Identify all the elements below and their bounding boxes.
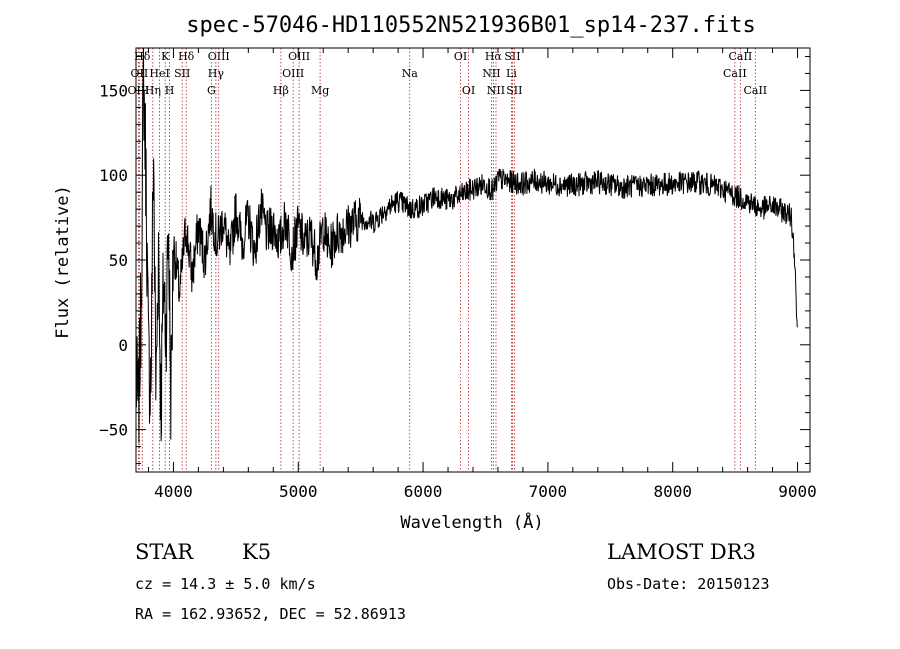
line-marker-label: CaII — [729, 50, 753, 63]
line-marker-label: NII — [487, 84, 505, 97]
line-marker-label: K — [161, 50, 170, 63]
axes — [135, 47, 811, 473]
line-marker-label: OI — [462, 84, 475, 97]
line-marker-label: Na — [402, 67, 419, 80]
line-marker-label: OIII — [208, 50, 230, 63]
chart-title: spec-57046-HD110552N521936B01_sp14-237.f… — [186, 13, 756, 38]
line-marker-label: NII — [482, 67, 500, 80]
y-tick-label: 0 — [118, 336, 128, 355]
coordinates: RA = 162.93652, DEC = 52.86913 — [135, 605, 406, 623]
x-tick-label: 6000 — [404, 482, 443, 501]
line-marker-label: G — [207, 84, 216, 97]
redshift-text: cz = 14.3 ± 5.0 km/s — [135, 575, 316, 593]
y-tick-label: 150 — [99, 81, 128, 100]
object-subclass: K5 — [242, 540, 272, 564]
line-marker-label: Hδ — [178, 50, 195, 63]
line-marker-label: SII — [504, 50, 520, 63]
obs-date: Obs-Date: 20150123 — [607, 575, 770, 593]
line-marker-label: SII — [506, 84, 522, 97]
line-marker-label: Hα — [485, 50, 503, 63]
x-tick-label: 5000 — [279, 482, 318, 501]
line-marker-label: OIII — [288, 50, 310, 63]
survey-name: LAMOST DR3 — [607, 540, 756, 564]
line-marker-label: Li — [506, 67, 517, 80]
line-marker-label: CaII — [743, 84, 767, 97]
y-tick-label: 50 — [109, 251, 128, 270]
line-marker-label: OI — [454, 50, 467, 63]
x-tick-label: 4000 — [154, 482, 193, 501]
line-marker-label: Hη — [145, 84, 161, 97]
line-marker-label: H — [165, 84, 175, 97]
y-tick-label: 100 — [99, 166, 128, 185]
line-marker-label: SII — [174, 67, 190, 80]
line-marker-label: CaII — [723, 67, 747, 80]
object-type: STAR — [135, 540, 194, 564]
x-axis-label: Wavelength (Å) — [400, 511, 543, 533]
line-marker-label: Mg — [311, 84, 329, 97]
line-marker-label: Hβ — [273, 84, 289, 97]
x-tick-label: 9000 — [778, 482, 817, 501]
y-axis-label: Flux (relative) — [53, 185, 73, 339]
axis-ticks: 4000 5000 6000 7000 8000 9000 −50 0 50 100 150 — [99, 48, 817, 501]
y-tick-label: −50 — [99, 421, 128, 440]
flux-series-line — [135, 47, 798, 443]
line-marker-label: HeI — [149, 67, 169, 80]
x-tick-label: 8000 — [653, 482, 692, 501]
line-marker-label: OIII — [282, 67, 304, 80]
x-tick-label: 7000 — [529, 482, 568, 501]
plot-frame — [135, 47, 811, 473]
line-marker-label: Hγ — [208, 67, 225, 80]
